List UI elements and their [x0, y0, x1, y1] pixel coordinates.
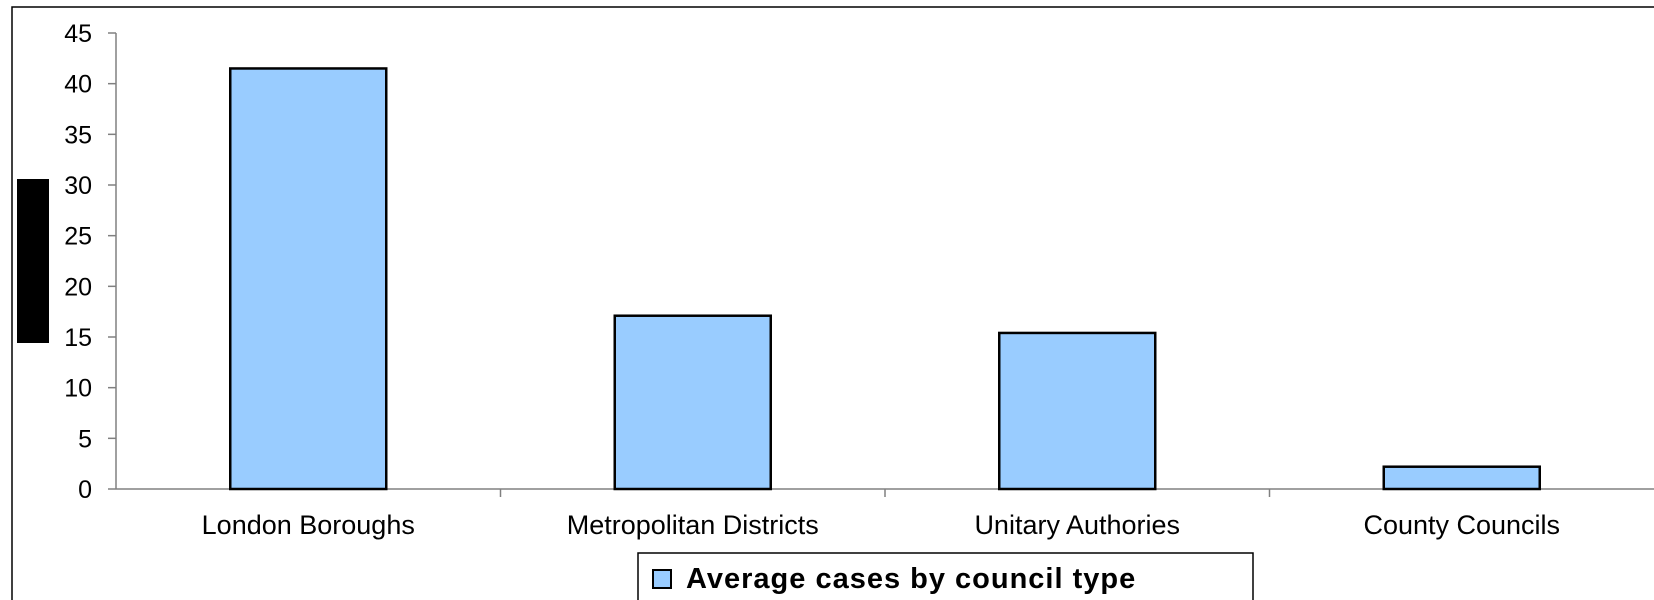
legend-label: Average cases by council type [686, 563, 1136, 595]
y-tick-label: 10 [64, 375, 92, 403]
bar [229, 67, 388, 491]
bars [229, 67, 1541, 491]
y-tick-label: 45 [64, 20, 92, 48]
x-category-label: Unitary Authories [974, 510, 1180, 540]
y-tick-label: 0 [78, 476, 92, 504]
bar [1382, 465, 1541, 491]
legend: Average cases by council type [637, 552, 1254, 600]
y-tick-label: 40 [64, 71, 92, 99]
legend-box [637, 552, 1254, 600]
redaction-block [17, 179, 49, 343]
y-tick-label: 15 [64, 324, 92, 352]
y-tick-label: 25 [64, 223, 92, 251]
legend-swatch [652, 569, 672, 589]
y-tick-label: 30 [64, 172, 92, 200]
y-tick-label: 20 [64, 273, 92, 301]
y-ticks: 0 5 10 15 20 25 30 35 40 45 [64, 20, 116, 504]
y-tick-label: 5 [78, 425, 92, 453]
bar [613, 314, 772, 491]
x-category-label: Metropolitan Districts [567, 510, 819, 540]
x-category-label: County Councils [1363, 510, 1560, 540]
chart-frame [11, 6, 1654, 600]
x-categories: London Boroughs Metropolitan Districts Uni… [202, 489, 1560, 540]
y-tick-label: 35 [64, 121, 92, 149]
bar [998, 331, 1157, 491]
x-category-label: London Boroughs [202, 510, 415, 540]
